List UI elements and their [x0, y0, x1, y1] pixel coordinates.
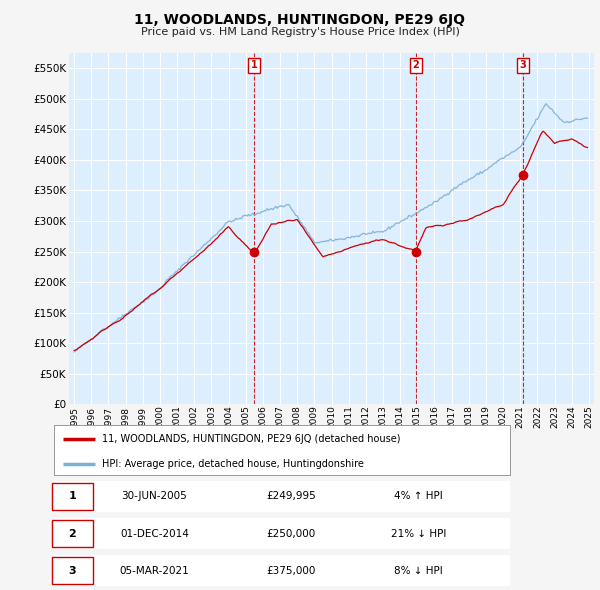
Text: 21% ↓ HPI: 21% ↓ HPI	[391, 529, 446, 539]
FancyBboxPatch shape	[52, 483, 93, 510]
Text: 2: 2	[68, 529, 76, 539]
Text: HPI: Average price, detached house, Huntingdonshire: HPI: Average price, detached house, Hunt…	[102, 459, 364, 469]
Text: 8% ↓ HPI: 8% ↓ HPI	[394, 566, 443, 576]
Text: £250,000: £250,000	[266, 529, 316, 539]
Text: £375,000: £375,000	[266, 566, 316, 576]
Text: 1: 1	[68, 491, 76, 502]
Text: 3: 3	[68, 566, 76, 576]
Text: 1: 1	[251, 60, 257, 70]
Text: 3: 3	[520, 60, 527, 70]
FancyBboxPatch shape	[52, 520, 93, 547]
Text: 4% ↑ HPI: 4% ↑ HPI	[394, 491, 443, 502]
Text: 30-JUN-2005: 30-JUN-2005	[121, 491, 187, 502]
FancyBboxPatch shape	[52, 558, 93, 584]
Text: 11, WOODLANDS, HUNTINGDON, PE29 6JQ (detached house): 11, WOODLANDS, HUNTINGDON, PE29 6JQ (det…	[102, 434, 400, 444]
Text: 11, WOODLANDS, HUNTINGDON, PE29 6JQ: 11, WOODLANDS, HUNTINGDON, PE29 6JQ	[134, 13, 466, 27]
Text: £249,995: £249,995	[266, 491, 316, 502]
Text: 2: 2	[412, 60, 419, 70]
Text: Price paid vs. HM Land Registry's House Price Index (HPI): Price paid vs. HM Land Registry's House …	[140, 27, 460, 37]
Text: 01-DEC-2014: 01-DEC-2014	[120, 529, 189, 539]
Text: 05-MAR-2021: 05-MAR-2021	[119, 566, 189, 576]
